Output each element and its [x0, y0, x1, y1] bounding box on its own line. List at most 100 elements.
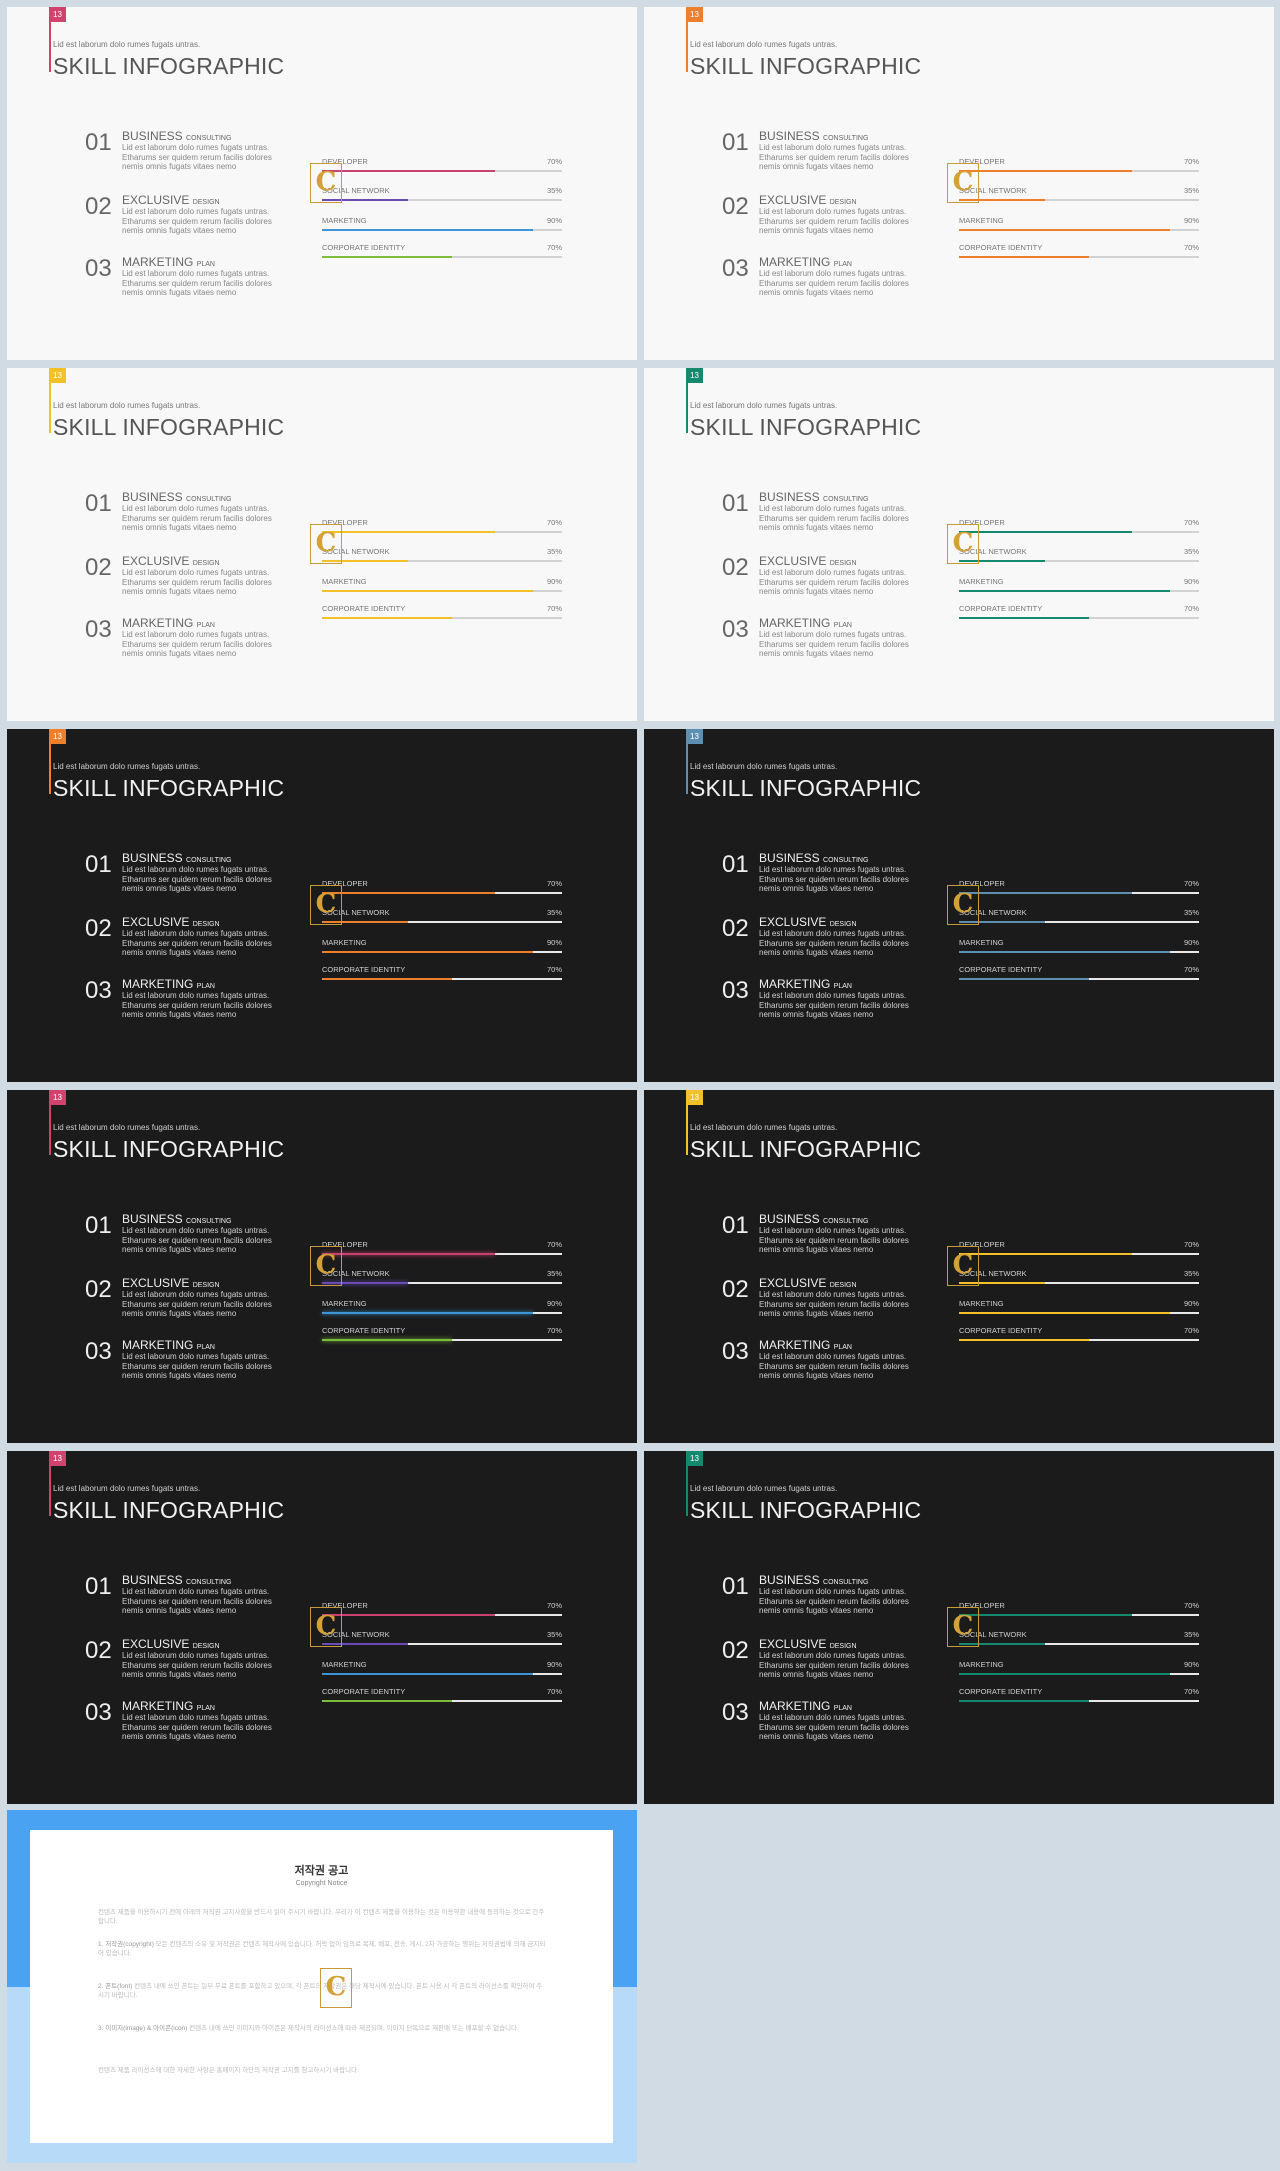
- skill-bar: SOCIAL NETWORK 35%: [959, 547, 1199, 569]
- slide-title: SKILL INFOGRAPHIC: [690, 1136, 922, 1162]
- skill-bar: MARKETING 90%: [322, 1660, 562, 1682]
- skill-track: [959, 1614, 1199, 1616]
- skill-bar: DEVELOPER 70%: [322, 879, 562, 901]
- item-description: Lid est laborum dolo rumes fugats untras…: [122, 991, 272, 1019]
- item-description: Lid est laborum dolo rumes fugats untras…: [122, 143, 272, 171]
- skill-track: [322, 921, 562, 923]
- skill-track: [322, 590, 562, 592]
- skill-label: DEVELOPER: [959, 518, 1005, 527]
- watermark-logo: C: [320, 1968, 352, 2008]
- item-number: 01: [722, 129, 749, 156]
- item-heading: BUSINESS CONSULTING: [122, 851, 232, 865]
- skill-fill: [959, 1312, 1171, 1314]
- skill-fill: [959, 170, 1132, 172]
- skill-percent: 35%: [1183, 1630, 1199, 1639]
- item-heading: BUSINESS CONSULTING: [122, 1573, 232, 1587]
- skill-percent: 70%: [1183, 879, 1199, 888]
- skill-fill: [322, 170, 495, 172]
- skill-label: CORPORATE IDENTITY: [959, 243, 1043, 252]
- skill-bar: MARKETING 90%: [959, 938, 1199, 960]
- watermark-logo: C: [947, 163, 979, 203]
- skill-percent: 90%: [1183, 1660, 1199, 1669]
- skill-fill: [322, 617, 452, 619]
- skill-track: [959, 590, 1199, 592]
- skill-percent: 70%: [1183, 965, 1199, 974]
- skill-label: MARKETING: [959, 1660, 1004, 1669]
- skill-track: [959, 1253, 1199, 1255]
- item-description: Lid est laborum dolo rumes fugats untras…: [759, 929, 909, 957]
- skill-label: MARKETING: [959, 577, 1004, 586]
- watermark-logo: C: [310, 1607, 342, 1647]
- item-description: Lid est laborum dolo rumes fugats untras…: [759, 1651, 909, 1679]
- accent-line: [49, 1105, 51, 1155]
- skill-bar: CORPORATE IDENTITY 70%: [959, 243, 1199, 265]
- skill-track: [959, 951, 1199, 953]
- item-description: Lid est laborum dolo rumes fugats untras…: [122, 568, 272, 596]
- slide-thumbnail[interactable]: 13 Lid est laborum dolo rumes fugats unt…: [644, 1451, 1274, 1804]
- item-heading: EXCLUSIVE DESIGN: [759, 915, 857, 929]
- slide-thumbnail[interactable]: 13 Lid est laborum dolo rumes fugats unt…: [644, 7, 1274, 360]
- slide-thumbnail[interactable]: 13 Lid est laborum dolo rumes fugats unt…: [644, 1090, 1274, 1443]
- skill-bar: DEVELOPER 70%: [322, 157, 562, 179]
- skill-fill: [322, 1700, 452, 1702]
- slide-thumbnail[interactable]: 13 Lid est laborum dolo rumes fugats unt…: [644, 368, 1274, 721]
- item-description: Lid est laborum dolo rumes fugats untras…: [122, 1587, 272, 1615]
- skill-track: [322, 1339, 562, 1341]
- skill-bars: DEVELOPER 70% SOCIAL NETWORK 35% MARKETI…: [322, 157, 562, 267]
- skill-fill: [322, 229, 534, 231]
- skill-fill: [959, 951, 1171, 953]
- item-number: 02: [722, 554, 749, 581]
- item-number: 03: [85, 977, 112, 1004]
- skill-percent: 35%: [1183, 908, 1199, 917]
- item-number: 03: [722, 616, 749, 643]
- skill-label: SOCIAL NETWORK: [959, 908, 1027, 917]
- list-item: 01 BUSINESS CONSULTING Lid est laborum d…: [722, 490, 942, 550]
- slide-number-badge: 13: [686, 729, 703, 744]
- slide-thumbnail[interactable]: 13 Lid est laborum dolo rumes fugats unt…: [7, 1451, 637, 1804]
- skill-bar: CORPORATE IDENTITY 70%: [322, 1687, 562, 1709]
- skill-bar: DEVELOPER 70%: [959, 157, 1199, 179]
- watermark-logo: C: [947, 1607, 979, 1647]
- item-number: 02: [722, 915, 749, 942]
- slide-thumbnail[interactable]: 13 Lid est laborum dolo rumes fugats unt…: [7, 7, 637, 360]
- skill-fill: [322, 1253, 495, 1255]
- skill-percent: 70%: [546, 879, 562, 888]
- skill-fill: [322, 1643, 409, 1645]
- item-number: 01: [722, 851, 749, 878]
- skill-fill: [959, 1282, 1046, 1284]
- item-number: 01: [85, 129, 112, 156]
- skill-label: SOCIAL NETWORK: [959, 1269, 1027, 1278]
- watermark-logo: C: [310, 524, 342, 564]
- skill-fill: [959, 1673, 1171, 1675]
- list-item: 01 BUSINESS CONSULTING Lid est laborum d…: [85, 129, 305, 189]
- slide-thumbnail[interactable]: 13 Lid est laborum dolo rumes fugats unt…: [7, 729, 637, 1082]
- item-description: Lid est laborum dolo rumes fugats untras…: [122, 929, 272, 957]
- slide-title: SKILL INFOGRAPHIC: [53, 1136, 285, 1162]
- item-description: Lid est laborum dolo rumes fugats untras…: [759, 1587, 909, 1615]
- skill-percent: 70%: [546, 965, 562, 974]
- skill-track: [959, 229, 1199, 231]
- slide-title: SKILL INFOGRAPHIC: [53, 1497, 285, 1523]
- list-item: 01 BUSINESS CONSULTING Lid est laborum d…: [722, 851, 942, 911]
- skill-percent: 70%: [546, 1326, 562, 1335]
- item-number: 02: [722, 1276, 749, 1303]
- item-heading: MARKETING PLAN: [122, 1699, 215, 1713]
- slide-number-badge: 13: [686, 368, 703, 383]
- slide-thumbnail[interactable]: 13 Lid est laborum dolo rumes fugats unt…: [7, 368, 637, 721]
- skill-bars: DEVELOPER 70% SOCIAL NETWORK 35% MARKETI…: [959, 1601, 1199, 1711]
- slide-thumbnail[interactable]: 13 Lid est laborum dolo rumes fugats unt…: [644, 729, 1274, 1082]
- skill-track: [959, 256, 1199, 258]
- item-description: Lid est laborum dolo rumes fugats untras…: [122, 207, 272, 235]
- skill-bar: CORPORATE IDENTITY 70%: [322, 1326, 562, 1348]
- slide-thumbnail[interactable]: 13 Lid est laborum dolo rumes fugats unt…: [7, 1090, 637, 1443]
- skill-fill: [959, 1253, 1132, 1255]
- item-heading: BUSINESS CONSULTING: [122, 490, 232, 504]
- skill-label: MARKETING: [959, 938, 1004, 947]
- skill-bars: DEVELOPER 70% SOCIAL NETWORK 35% MARKETI…: [959, 879, 1199, 989]
- copyright-slide[interactable]: 저작권 공고 Copyright Notice 컨텐츠 제품을 이용하시기 전에…: [7, 1810, 637, 2163]
- slide-number-badge: 13: [49, 7, 66, 22]
- slide-title: SKILL INFOGRAPHIC: [690, 775, 922, 801]
- item-description: Lid est laborum dolo rumes fugats untras…: [759, 504, 909, 532]
- skill-percent: 70%: [1183, 1326, 1199, 1335]
- skill-bar: CORPORATE IDENTITY 70%: [959, 965, 1199, 987]
